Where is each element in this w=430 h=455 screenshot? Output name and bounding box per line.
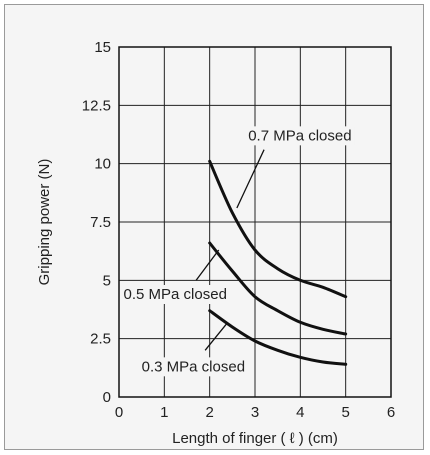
annotation-0.5-mpa-closed: 0.5 MPa closed: [124, 286, 227, 303]
y-tick-label-6: 15: [94, 39, 111, 56]
line-chart: 0.7 MPa closed 0.5 MPa closed 0.3 MPa cl…: [36, 39, 395, 447]
tick-labels: 0 1 2 3 4 5 6 0 2.5 5 7.5 10 12.5 15: [82, 39, 395, 421]
x-tick-label-3: 3: [251, 404, 259, 421]
annotation-bg-2: [138, 357, 249, 377]
x-tick-label-2: 2: [205, 404, 213, 421]
leader-line-0.3-mpa: [204, 321, 229, 351]
series-line-0: [208, 159, 348, 299]
y-tick-label-4: 10: [94, 156, 111, 173]
chart-panel: 0.7 MPa closed 0.5 MPa closed 0.3 MPa cl…: [4, 4, 424, 450]
x-tick-label-5: 5: [341, 404, 349, 421]
annotation-0.7-mpa-closed: 0.7 MPa closed: [248, 127, 351, 144]
series-line-2: [208, 309, 348, 366]
leader-line-0.5-mpa: [195, 249, 220, 281]
grid: [119, 47, 391, 397]
x-tick-label-1: 1: [160, 404, 168, 421]
x-tick-label-4: 4: [296, 404, 304, 421]
series-lines: [208, 159, 348, 366]
x-tick-label-6: 6: [387, 404, 395, 421]
annotation-bg-1: [120, 285, 230, 304]
y-tick-label-3: 7.5: [90, 214, 111, 231]
x-axis-title: Length of finger ( ℓ ) (cm): [172, 430, 338, 447]
y-tick-label-2: 5: [103, 272, 111, 289]
y-tick-label-5: 12.5: [82, 97, 111, 114]
series-line-1: [208, 241, 348, 336]
annotation-0.3-mpa-closed: 0.3 MPa closed: [142, 358, 245, 375]
y-tick-label-0: 0: [103, 389, 111, 406]
plot-area-border: [118, 46, 392, 398]
y-axis-title: Gripping power (N): [36, 159, 53, 286]
annotation-bg-0: [245, 126, 355, 146]
annotations: 0.7 MPa closed 0.5 MPa closed 0.3 MPa cl…: [120, 126, 355, 377]
y-tick-label-1: 2.5: [90, 331, 111, 348]
leader-line-0.7-mpa: [236, 149, 265, 209]
x-tick-label-0: 0: [115, 404, 123, 421]
